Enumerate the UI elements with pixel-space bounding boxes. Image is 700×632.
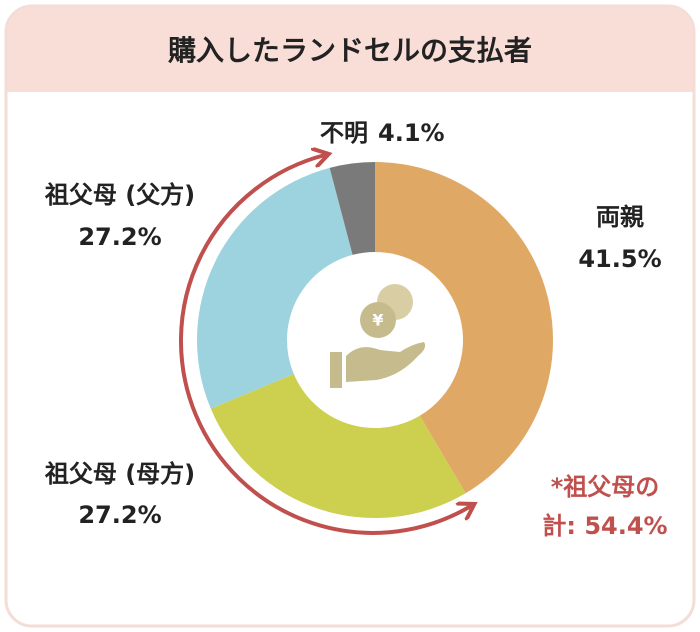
slice-name: 祖父母 (母方) (45, 460, 195, 488)
value-label: 27.2% (78, 223, 161, 251)
svg-text:¥: ¥ (372, 311, 383, 330)
slice-name: 祖父母 (父方) (45, 181, 195, 209)
annotation: *祖父母の (551, 473, 660, 501)
slice-name: 両親 (596, 203, 644, 231)
hand-coin-icon: ¥ (330, 284, 426, 388)
value-label: 27.2% (78, 501, 161, 529)
value-label: 4.1% (378, 119, 445, 147)
chart-title: 購入したランドセルの支払者 (168, 34, 532, 67)
slice-name: 不明 (320, 119, 368, 147)
annotation: 計: 54.4% (542, 512, 667, 540)
total-arrow (178, 155, 471, 535)
title-band (7, 7, 693, 92)
value-label: 41.5% (578, 245, 661, 273)
